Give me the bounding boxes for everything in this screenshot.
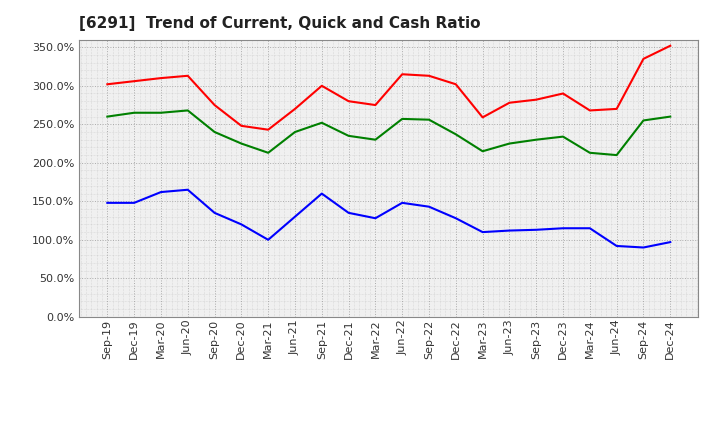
Current Ratio bbox=[210, 103, 219, 108]
Current Ratio bbox=[237, 123, 246, 128]
Cash Ratio bbox=[398, 200, 407, 205]
Cash Ratio bbox=[318, 191, 326, 196]
Quick Ratio bbox=[425, 117, 433, 122]
Quick Ratio bbox=[371, 137, 379, 142]
Cash Ratio bbox=[559, 226, 567, 231]
Current Ratio bbox=[291, 106, 300, 111]
Current Ratio bbox=[184, 73, 192, 78]
Cash Ratio bbox=[103, 200, 112, 205]
Current Ratio bbox=[103, 81, 112, 87]
Current Ratio bbox=[666, 43, 675, 48]
Quick Ratio bbox=[184, 108, 192, 113]
Current Ratio bbox=[478, 115, 487, 120]
Quick Ratio bbox=[398, 116, 407, 121]
Cash Ratio bbox=[639, 245, 648, 250]
Current Ratio bbox=[559, 91, 567, 96]
Cash Ratio bbox=[184, 187, 192, 192]
Cash Ratio bbox=[666, 239, 675, 245]
Line: Quick Ratio: Quick Ratio bbox=[107, 110, 670, 155]
Current Ratio bbox=[264, 127, 272, 132]
Current Ratio bbox=[639, 56, 648, 62]
Quick Ratio bbox=[264, 150, 272, 155]
Current Ratio bbox=[505, 100, 514, 105]
Quick Ratio bbox=[344, 133, 353, 139]
Cash Ratio bbox=[612, 243, 621, 249]
Cash Ratio bbox=[505, 228, 514, 233]
Current Ratio bbox=[451, 81, 460, 87]
Current Ratio bbox=[425, 73, 433, 78]
Quick Ratio bbox=[210, 129, 219, 135]
Quick Ratio bbox=[318, 120, 326, 125]
Quick Ratio bbox=[639, 118, 648, 123]
Cash Ratio bbox=[157, 189, 166, 194]
Current Ratio bbox=[371, 103, 379, 108]
Quick Ratio bbox=[666, 114, 675, 119]
Quick Ratio bbox=[157, 110, 166, 115]
Cash Ratio bbox=[532, 227, 541, 232]
Quick Ratio bbox=[478, 149, 487, 154]
Current Ratio bbox=[585, 108, 594, 113]
Cash Ratio bbox=[585, 226, 594, 231]
Quick Ratio bbox=[585, 150, 594, 155]
Quick Ratio bbox=[130, 110, 138, 115]
Cash Ratio bbox=[344, 210, 353, 216]
Cash Ratio bbox=[371, 216, 379, 221]
Quick Ratio bbox=[505, 141, 514, 146]
Quick Ratio bbox=[532, 137, 541, 142]
Quick Ratio bbox=[103, 114, 112, 119]
Quick Ratio bbox=[291, 129, 300, 135]
Quick Ratio bbox=[451, 132, 460, 137]
Current Ratio bbox=[344, 99, 353, 104]
Current Ratio bbox=[612, 106, 621, 111]
Current Ratio bbox=[318, 83, 326, 88]
Current Ratio bbox=[130, 78, 138, 84]
Quick Ratio bbox=[237, 141, 246, 146]
Current Ratio bbox=[157, 75, 166, 81]
Cash Ratio bbox=[210, 210, 219, 216]
Cash Ratio bbox=[130, 200, 138, 205]
Cash Ratio bbox=[425, 204, 433, 209]
Cash Ratio bbox=[237, 222, 246, 227]
Cash Ratio bbox=[451, 216, 460, 221]
Line: Cash Ratio: Cash Ratio bbox=[107, 190, 670, 247]
Cash Ratio bbox=[264, 237, 272, 242]
Quick Ratio bbox=[612, 152, 621, 158]
Quick Ratio bbox=[559, 134, 567, 139]
Current Ratio bbox=[532, 97, 541, 102]
Line: Current Ratio: Current Ratio bbox=[107, 46, 670, 130]
Current Ratio bbox=[398, 72, 407, 77]
Text: [6291]  Trend of Current, Quick and Cash Ratio: [6291] Trend of Current, Quick and Cash … bbox=[79, 16, 481, 32]
Cash Ratio bbox=[478, 230, 487, 235]
Cash Ratio bbox=[291, 214, 300, 219]
